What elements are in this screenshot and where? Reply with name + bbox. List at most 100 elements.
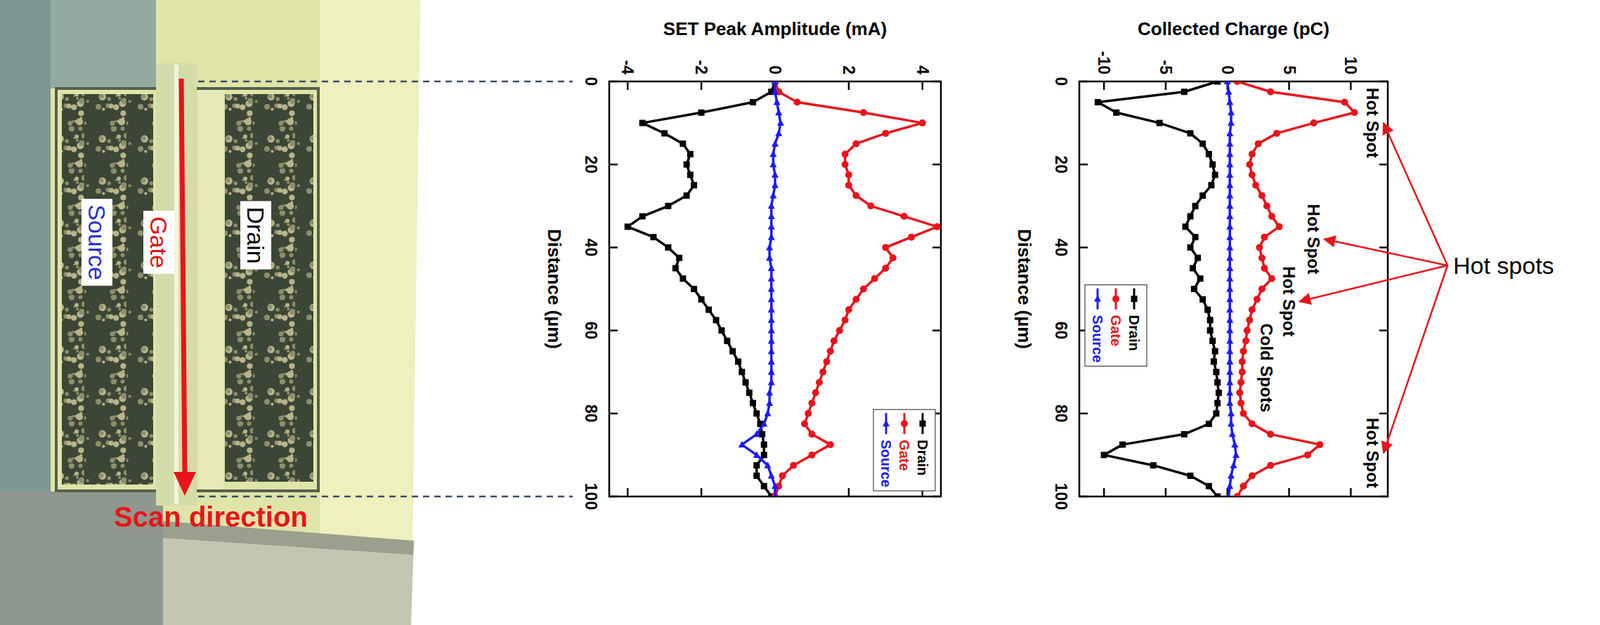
series-marker bbox=[808, 451, 816, 459]
tick bbox=[1379, 246, 1388, 249]
series-marker bbox=[1226, 378, 1234, 386]
series-marker bbox=[771, 139, 779, 147]
series-marker bbox=[687, 151, 694, 158]
series-marker bbox=[1266, 462, 1274, 470]
tick-label-group: 0 bbox=[765, 65, 785, 75]
series-marker bbox=[758, 431, 766, 438]
series-area bbox=[1094, 81, 1359, 497]
callout: Hot spots bbox=[1453, 252, 1555, 279]
series-marker bbox=[675, 255, 683, 262]
legend-label-group: Drain bbox=[914, 439, 931, 476]
series-marker bbox=[1237, 399, 1245, 407]
series-marker bbox=[1226, 357, 1234, 365]
series-marker bbox=[753, 430, 761, 438]
series-marker bbox=[718, 327, 725, 334]
series-marker bbox=[1304, 451, 1312, 459]
tick-label: 0 bbox=[1051, 77, 1071, 87]
series-marker bbox=[1204, 307, 1211, 314]
series-marker bbox=[771, 81, 779, 85]
legend-label-group: Gate bbox=[896, 439, 913, 471]
photo-light bbox=[319, 0, 421, 625]
series-marker bbox=[661, 129, 668, 137]
tick bbox=[609, 80, 618, 83]
tick-label-group: -10 bbox=[1094, 51, 1114, 75]
series-marker bbox=[1182, 223, 1189, 230]
series-marker bbox=[768, 202, 776, 210]
series-marker bbox=[1156, 120, 1163, 127]
series-marker bbox=[1248, 420, 1256, 428]
series-marker bbox=[753, 451, 761, 459]
tick bbox=[1288, 488, 1291, 497]
axis-title: Collected Charge (pC) bbox=[1137, 18, 1330, 40]
series-marker bbox=[768, 306, 776, 314]
series-marker bbox=[1268, 275, 1276, 283]
series-marker bbox=[1232, 451, 1240, 459]
series-marker bbox=[822, 358, 830, 366]
legend-label-group: Source bbox=[1089, 315, 1106, 364]
tick-label: 20 bbox=[1051, 155, 1071, 174]
legend-label-group: Drain bbox=[1126, 315, 1142, 352]
tick-label-group: -5 bbox=[1156, 60, 1175, 76]
chart: -10-50510020406080100Collected Charge (p… bbox=[1013, 18, 1388, 511]
plot-frame bbox=[609, 81, 941, 497]
tick bbox=[932, 80, 941, 83]
series-marker bbox=[1224, 81, 1232, 85]
legend-label: Gate bbox=[1108, 315, 1124, 347]
series-marker bbox=[919, 119, 927, 127]
series-marker bbox=[1248, 171, 1256, 179]
series-marker bbox=[1227, 119, 1235, 127]
series-marker bbox=[664, 244, 672, 251]
series-marker bbox=[871, 275, 879, 283]
series-marker bbox=[819, 368, 827, 376]
annotation-group: Cold Spots bbox=[1257, 323, 1277, 413]
tick bbox=[1103, 488, 1106, 497]
callout-arrow bbox=[1383, 265, 1448, 454]
series-marker bbox=[1187, 472, 1194, 480]
tick bbox=[1288, 81, 1291, 90]
series-marker bbox=[1240, 482, 1248, 490]
series-marker bbox=[804, 410, 812, 418]
legend-label-group: Gate bbox=[1108, 315, 1124, 347]
tick-label-group: 20 bbox=[581, 155, 601, 174]
pad-label-text: Gate bbox=[145, 216, 173, 269]
legend-marker bbox=[900, 420, 908, 428]
tick-label-group: 40 bbox=[1051, 238, 1071, 258]
annotation: Hot Spot bbox=[1279, 266, 1299, 337]
series-marker bbox=[679, 140, 686, 147]
series-marker bbox=[1191, 285, 1198, 293]
series-marker bbox=[1226, 285, 1234, 293]
pad-label: Source bbox=[81, 198, 113, 286]
series-marker bbox=[1248, 150, 1256, 158]
series-marker bbox=[1101, 451, 1108, 459]
series-marker bbox=[771, 493, 779, 497]
photo-gap bbox=[198, 88, 224, 491]
series-marker bbox=[812, 389, 820, 397]
series-marker bbox=[768, 326, 776, 334]
series-marker bbox=[1236, 389, 1244, 397]
series-marker bbox=[639, 120, 646, 127]
series-marker bbox=[765, 243, 773, 251]
series-marker bbox=[1226, 306, 1234, 314]
tick-label: 80 bbox=[1051, 404, 1071, 424]
tick bbox=[626, 488, 629, 497]
series-marker bbox=[1228, 430, 1237, 438]
tick bbox=[932, 496, 941, 499]
series-marker bbox=[1238, 358, 1246, 366]
tick bbox=[932, 329, 941, 332]
axis-title-group: Distance (µm) bbox=[1013, 229, 1036, 350]
series-marker bbox=[841, 150, 849, 158]
series-marker bbox=[808, 399, 816, 407]
series-marker bbox=[771, 482, 779, 490]
series-marker bbox=[1226, 347, 1234, 355]
series-marker bbox=[1245, 160, 1253, 168]
series-marker bbox=[836, 327, 844, 335]
series-marker bbox=[1226, 326, 1234, 334]
series-marker bbox=[1226, 98, 1234, 106]
series-marker bbox=[1226, 233, 1234, 241]
series-marker bbox=[768, 378, 776, 386]
series-marker bbox=[1258, 254, 1266, 262]
series-marker bbox=[1266, 88, 1274, 96]
series-marker bbox=[1209, 337, 1216, 345]
series-marker bbox=[765, 254, 773, 262]
legend-label: Source bbox=[878, 439, 894, 488]
